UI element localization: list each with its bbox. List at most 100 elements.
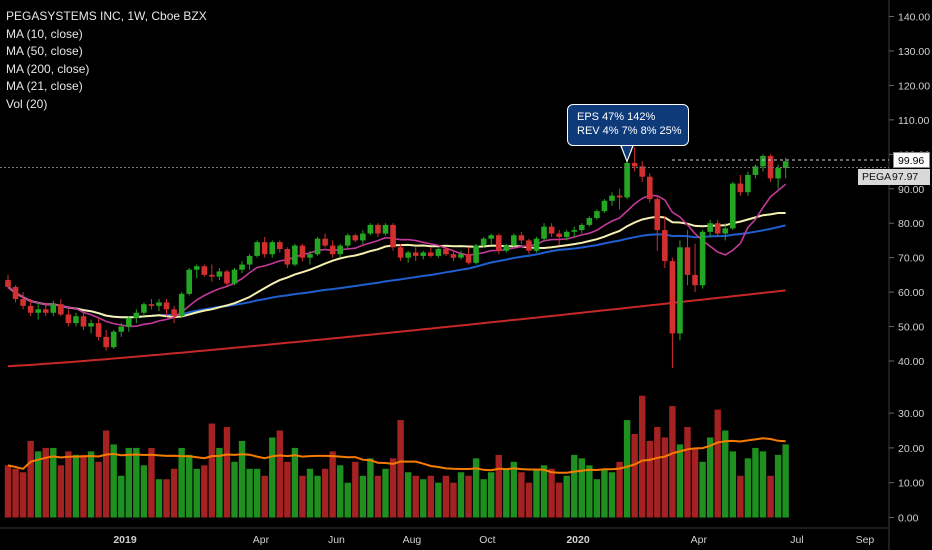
- ma200-line: [7, 289, 786, 368]
- volume-bar: [133, 447, 140, 518]
- candle-body: [118, 326, 125, 332]
- volume-bar: [752, 447, 759, 518]
- candle-body: [767, 156, 774, 179]
- candle-body: [322, 238, 328, 246]
- candle-body: [382, 224, 389, 234]
- volume-bar: [593, 479, 601, 518]
- volume-bar: [19, 472, 27, 518]
- candle-body: [284, 249, 291, 265]
- volume-bar: [216, 447, 223, 518]
- candle-body: [556, 233, 562, 237]
- volume-bar: [201, 465, 208, 518]
- candle-body: [156, 302, 162, 306]
- price-tick-label: 70.00: [898, 253, 924, 265]
- candle-body: [722, 228, 729, 234]
- volume-bar: [616, 461, 623, 518]
- candle-body: [224, 271, 230, 284]
- volume-bar: [646, 440, 653, 518]
- price-tick-label: 50.00: [898, 322, 924, 334]
- candle-body: [186, 269, 192, 294]
- candle-body: [254, 242, 260, 256]
- candle-body: [20, 298, 26, 306]
- volume-bar: [170, 468, 178, 518]
- study-ma21[interactable]: MA (21, close): [6, 79, 83, 93]
- symbol-title[interactable]: PEGASYSTEMS INC, 1W, Cboe BZX: [6, 9, 207, 23]
- volume-bar: [163, 479, 170, 518]
- volume-bar: [457, 472, 465, 518]
- study-ma50[interactable]: MA (50, close): [6, 44, 83, 58]
- time-tick-label: Aug: [403, 534, 422, 546]
- volume-tick-label: 20.00: [898, 443, 924, 455]
- candle-body: [450, 254, 457, 258]
- volume-bar: [586, 465, 593, 518]
- candle-body: [684, 247, 691, 275]
- candle-body: [571, 230, 578, 232]
- study-ma10[interactable]: MA (10, close): [6, 26, 83, 41]
- candle-body: [692, 274, 698, 286]
- volume-bar: [472, 458, 480, 518]
- price-tick-label: 60.00: [898, 287, 924, 299]
- current-price-badge: PEGA97.97: [858, 169, 930, 185]
- candle-body: [601, 200, 608, 212]
- candle-body: [435, 249, 442, 256]
- candle-body: [360, 233, 366, 241]
- candle-body: [533, 238, 540, 251]
- candle-body: [677, 247, 683, 334]
- volume-bar: [699, 461, 706, 518]
- candle-body: [292, 245, 298, 265]
- volume-bar: [722, 430, 729, 518]
- volume-bar: [35, 451, 42, 518]
- time-tick-label: Sep: [856, 534, 875, 546]
- candle-body: [480, 238, 487, 246]
- candle-body: [669, 261, 676, 334]
- volume-bar: [737, 475, 744, 518]
- ma10-line: [7, 183, 787, 328]
- volume-bar: [65, 451, 72, 518]
- volume-bar: [525, 482, 533, 518]
- candle-body: [511, 235, 517, 246]
- volume-bar: [533, 468, 540, 518]
- volume-bar: [654, 427, 661, 518]
- volume-bar: [57, 465, 65, 518]
- eps-text: EPS 47% 142%: [577, 111, 656, 123]
- volume-bar: [510, 461, 518, 518]
- candle-body: [782, 161, 789, 169]
- volume-bar: [178, 447, 185, 518]
- volume-bar: [27, 440, 34, 518]
- time-tick-label: Apr: [691, 534, 708, 546]
- earnings-callout[interactable]: EPS 47% 142% REV 4% 7% 8% 25%: [567, 104, 689, 146]
- volume-bar: [125, 447, 132, 518]
- volume-bar: [223, 427, 231, 518]
- candle-body: [639, 166, 645, 177]
- candle-body: [58, 304, 64, 315]
- study-ma200[interactable]: MA (200, close): [6, 61, 90, 76]
- candle-body: [654, 199, 661, 231]
- candle-body: [563, 231, 570, 237]
- candle-body: [548, 226, 555, 234]
- candle-body: [699, 231, 706, 286]
- time-tick-label: Oct: [479, 534, 495, 546]
- volume-bar: [337, 465, 344, 518]
- volume-bar: [306, 468, 314, 518]
- candle-body: [405, 252, 411, 258]
- volume-bar: [571, 454, 578, 518]
- candle-body: [239, 264, 245, 270]
- price-tick-label: 90.00: [898, 184, 924, 196]
- candle-body: [752, 166, 759, 175]
- candle-body: [390, 224, 396, 248]
- time-axis[interactable]: Nov2019AprJunAugOct2020AprJulSep: [0, 534, 874, 546]
- price-tick-label: 40.00: [898, 356, 924, 368]
- candle-body: [428, 252, 434, 256]
- candle-body: [148, 304, 155, 306]
- candle-body: [178, 293, 185, 317]
- last-high-badge: 99.96: [893, 152, 930, 168]
- volume-bar: [291, 447, 299, 518]
- candle-body: [95, 323, 102, 337]
- candle-body: [473, 245, 479, 263]
- candle-body: [495, 235, 502, 251]
- candle-body: [163, 302, 170, 310]
- volume-bar: [774, 454, 782, 518]
- study-volume[interactable]: Vol (20): [6, 96, 48, 111]
- candle-body: [269, 242, 276, 255]
